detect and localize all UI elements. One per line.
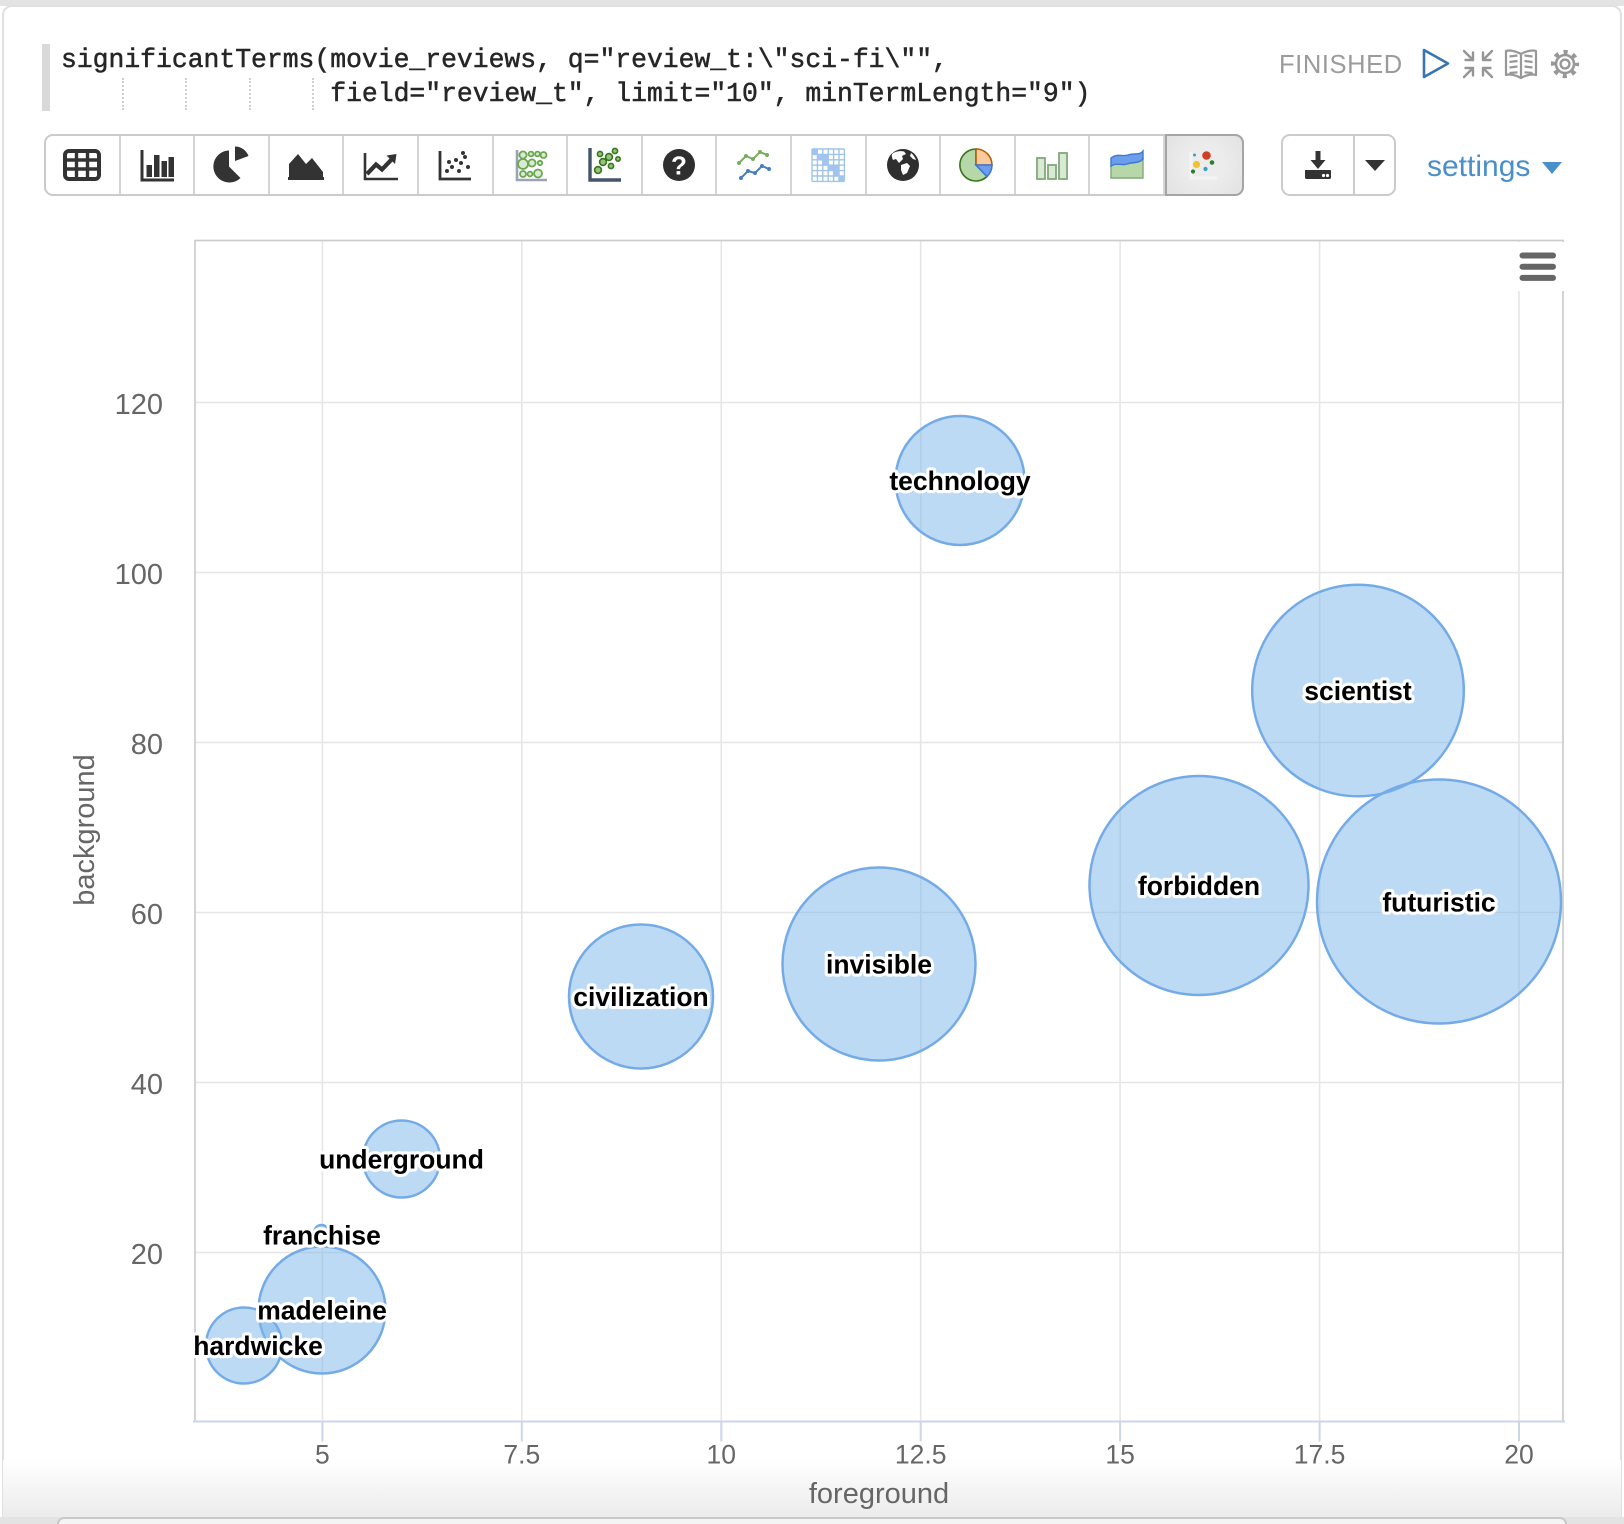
- svg-text:hardwicke: hardwicke: [193, 1331, 323, 1361]
- svg-text:technology: technology: [889, 466, 1031, 496]
- svg-text:80: 80: [131, 729, 163, 761]
- svg-text:12.5: 12.5: [895, 1440, 947, 1470]
- svg-text:foreground: foreground: [809, 1478, 949, 1510]
- svg-text:forbidden: forbidden: [1138, 871, 1260, 901]
- svg-text:20: 20: [1504, 1440, 1533, 1470]
- svg-text:40: 40: [131, 1069, 163, 1101]
- svg-text:madeleine: madeleine: [257, 1296, 387, 1326]
- svg-text:120: 120: [115, 389, 163, 421]
- svg-text:15: 15: [1105, 1440, 1134, 1470]
- svg-text:underground: underground: [319, 1145, 484, 1175]
- svg-text:franchise: franchise: [263, 1221, 381, 1251]
- svg-text:100: 100: [115, 559, 163, 591]
- svg-text:?: ?: [671, 151, 687, 181]
- svg-text:20: 20: [131, 1239, 163, 1271]
- svg-text:civilization: civilization: [573, 982, 708, 1012]
- svg-text:10: 10: [707, 1440, 736, 1470]
- svg-text:5: 5: [315, 1440, 330, 1470]
- svg-text:scientist: scientist: [1304, 676, 1412, 706]
- svg-text:7.5: 7.5: [503, 1440, 540, 1470]
- svg-text:futuristic: futuristic: [1382, 888, 1495, 918]
- svg-text:invisible: invisible: [826, 950, 932, 980]
- svg-text:60: 60: [131, 899, 163, 931]
- svg-text:background: background: [69, 754, 101, 906]
- svg-text:17.5: 17.5: [1294, 1440, 1346, 1470]
